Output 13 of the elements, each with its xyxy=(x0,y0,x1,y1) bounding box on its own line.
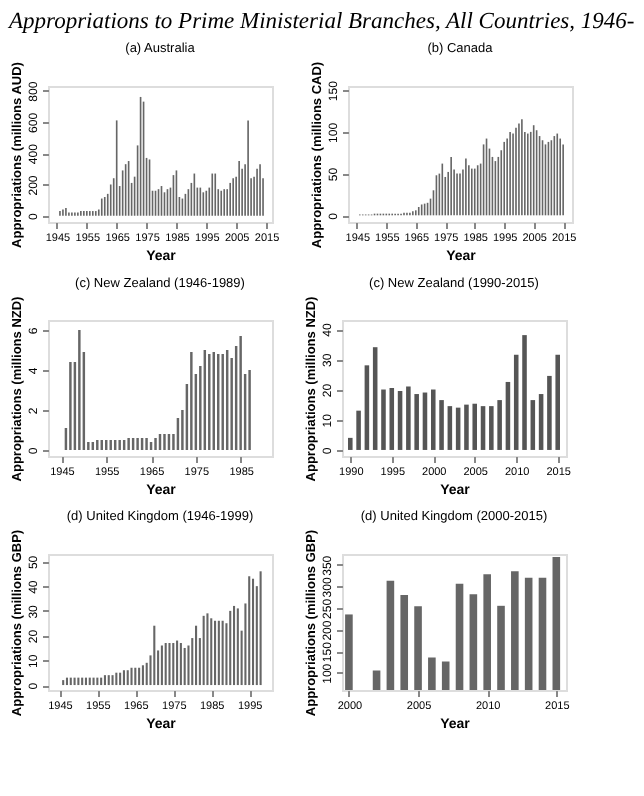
bar xyxy=(555,354,560,450)
bar xyxy=(522,335,527,450)
bar xyxy=(497,400,502,450)
bar xyxy=(489,406,494,450)
text: Appropriations to Prime Ministerial Branches, All Countries, 1946- xyxy=(7,9,635,34)
bar xyxy=(464,404,469,450)
bar xyxy=(356,410,361,450)
bar xyxy=(406,386,411,450)
bar xyxy=(381,389,386,450)
bar xyxy=(414,394,419,450)
bar xyxy=(430,389,436,450)
bar xyxy=(389,388,395,450)
bar xyxy=(472,403,478,450)
